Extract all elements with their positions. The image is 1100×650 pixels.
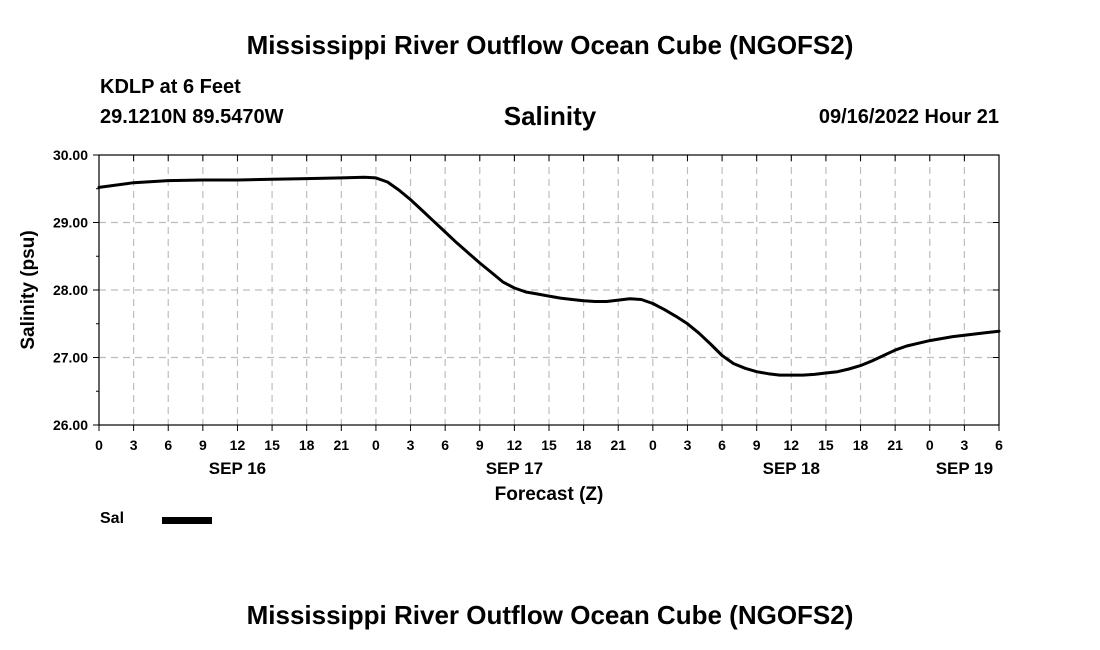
date-label: SEP 19 [936,459,993,478]
x-tick-label: 0 [926,437,934,453]
x-tick-label: 3 [684,437,692,453]
x-tick-label: 3 [960,437,968,453]
legend-swatch [162,517,212,524]
x-tick-label: 0 [95,437,103,453]
x-tick-label: 6 [441,437,449,453]
station-coordinates: 29.1210N 89.5470W [100,106,284,128]
x-tick-label: 0 [649,437,657,453]
y-axis-label: Salinity (psu) [18,230,39,349]
x-tick-label: 9 [753,437,761,453]
x-tick-label: 12 [507,437,523,453]
plot-frame [98,154,1000,426]
chart-title: Salinity [503,101,597,131]
date-label: SEP 17 [486,459,543,478]
x-tick-label: 6 [164,437,172,453]
x-tick-label: 18 [853,437,869,453]
x-tick-label: 15 [541,437,557,453]
x-tick-label: 3 [407,437,415,453]
y-tick-label: 27.00 [53,350,88,366]
x-tick-label: 12 [784,437,800,453]
x-tick-label: 21 [610,437,626,453]
x-tick-label: 3 [130,437,138,453]
y-tick-label: 29.00 [53,215,88,231]
salinity-chart: 0 3 6 9 12 15 18 21 0 3 6 9 12 15 18 21 0 3 6 9 12 15 18 21 0 3 6 2… [18,147,1003,505]
y-tick-label: 28.00 [53,282,88,298]
y-tick-label: 26.00 [53,417,88,433]
x-tick-label: 0 [372,437,380,453]
station-label: KDLP at 6 Feet [100,76,241,98]
x-tick-label: 21 [887,437,903,453]
x-tick-label: 12 [230,437,246,453]
forecast-run-time: 09/16/2022 Hour 21 [818,106,999,128]
salinity-series-line [97,175,1001,377]
x-tick-label: 21 [334,437,350,453]
x-axis-label: Forecast (Z) [495,484,604,505]
footer-title: Mississippi River Outflow Ocean Cube (NG… [246,600,854,630]
x-tick-label: 9 [476,437,484,453]
legend-label: Sal [100,510,125,527]
page-title: Mississippi River Outflow Ocean Cube (NG… [246,30,854,60]
x-tick-label: 6 [718,437,726,453]
x-tick-label: 15 [264,437,280,453]
date-label: SEP 18 [763,459,820,478]
x-tick-label: 15 [818,437,834,453]
x-tick-label: 18 [299,437,315,453]
x-tick-label: 18 [576,437,592,453]
x-tick-label: 9 [199,437,207,453]
date-label: SEP 16 [209,459,266,478]
y-tick-label: 30.00 [53,147,88,163]
x-tick-label: 6 [995,437,1003,453]
